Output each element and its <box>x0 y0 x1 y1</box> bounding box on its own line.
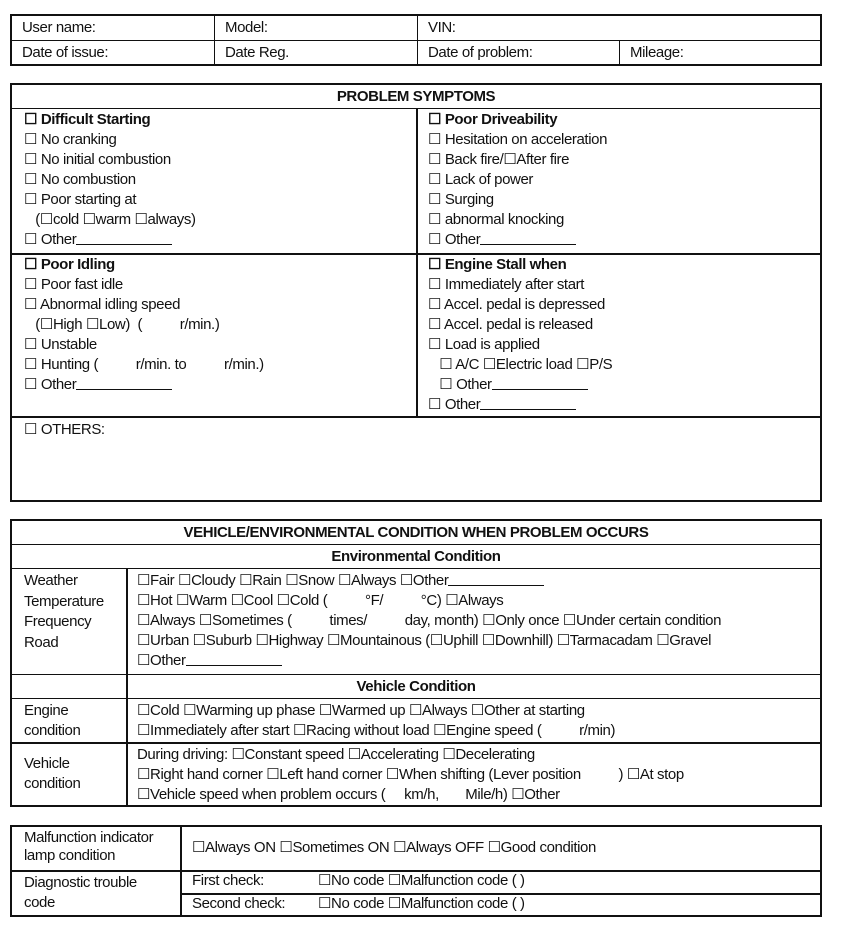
fill-in-blank[interactable] <box>448 571 545 586</box>
second-check-options[interactable]: ☐No code ☐Malfunction code ( ) <box>318 895 525 912</box>
mil-options[interactable]: ☐Always ON ☐Sometimes ON ☐Always OFF ☐Go… <box>192 839 596 856</box>
date-reg-field[interactable]: Date Reg. <box>214 40 417 65</box>
fill-in-blank[interactable] <box>185 651 282 666</box>
others-checkbox[interactable]: ☐ OTHERS: <box>24 421 105 438</box>
list-item[interactable]: ☐Hot ☐Warm ☐Cool ☐Cold ( °F/ °C) ☐Always <box>137 592 504 609</box>
list-item[interactable]: ☐ Other <box>428 395 612 415</box>
list-item[interactable]: ☐ Poor Idling <box>24 256 115 273</box>
vin-field[interactable]: VIN: <box>417 16 820 40</box>
list-item[interactable]: ☐ Difficult Starting <box>24 111 151 128</box>
list-item[interactable]: ☐Always ☐Sometimes ( times/ day, month) … <box>137 612 722 629</box>
vehicle-info-table: User name: Model: VIN: Date of issue: Da… <box>10 14 822 66</box>
list-item[interactable]: ☐ Abnormal idling speed <box>24 296 181 313</box>
list-item[interactable]: ☐ A/C ☐Electric load ☐P/S <box>428 356 613 373</box>
list-item[interactable]: ☐ Accel. pedal is released <box>428 316 593 333</box>
list-item: Malfunction indicator <box>24 829 154 846</box>
list-item: Temperature <box>24 592 104 610</box>
list-item[interactable]: ☐ Poor starting at <box>24 191 137 208</box>
list-item[interactable]: ☐ Unstable <box>24 336 97 353</box>
list-item[interactable]: ☐ Engine Stall when <box>428 256 567 273</box>
conditions-title: VEHICLE/ENVIRONMENTAL CONDITION WHEN PRO… <box>12 521 820 545</box>
list-item[interactable]: (☐High ☐Low) ( r/min.) <box>24 316 220 333</box>
engine-stall-list[interactable]: ☐ Engine Stall when ☐ Immediately after s… <box>428 255 613 415</box>
poor-driveability-list[interactable]: ☐ Poor Driveability ☐ Hesitation on accel… <box>428 110 607 250</box>
list-item: condition <box>24 722 81 739</box>
second-check-label: Second check: <box>192 895 286 912</box>
problem-symptoms-title: PROBLEM SYMPTOMS <box>12 85 820 109</box>
list-item[interactable]: ☐ Hunting ( r/min. to r/min.) <box>24 356 264 373</box>
list-item: Diagnostic trouble <box>24 874 137 891</box>
list-item[interactable]: ☐ Load is applied <box>428 336 540 353</box>
list-item[interactable]: ☐ Immediately after start <box>428 276 584 293</box>
list-item: condition <box>24 775 81 792</box>
fill-in-blank[interactable] <box>76 375 173 390</box>
list-item[interactable]: (☐cold ☐warm ☐always) <box>24 211 196 228</box>
list-item[interactable]: ☐ abnormal knocking <box>428 211 564 228</box>
fill-in-blank[interactable] <box>480 395 577 410</box>
fill-in-blank[interactable] <box>480 230 577 245</box>
list-item[interactable]: ☐ No initial combustion <box>24 151 171 168</box>
diagnostic-section: Malfunction indicator lamp condition ☐Alw… <box>10 825 822 917</box>
fill-in-blank[interactable] <box>76 230 173 245</box>
first-check-label: First check: <box>192 872 264 889</box>
list-item[interactable]: ☐ Other <box>428 230 607 250</box>
list-item[interactable]: ☐Cold ☐Warming up phase ☐Warmed up ☐Alwa… <box>137 702 585 719</box>
date-of-problem-field[interactable]: Date of problem: <box>417 40 619 65</box>
list-item[interactable]: ☐ No combustion <box>24 171 136 188</box>
list-item[interactable]: ☐ Lack of power <box>428 171 533 188</box>
vehicle-condition-options[interactable]: During driving: ☐Constant speed ☐Acceler… <box>137 745 684 805</box>
mil-label: Malfunction indicator lamp condition <box>24 829 154 865</box>
engine-condition-label: Engine condition <box>24 701 81 741</box>
list-item: lamp condition <box>24 847 116 864</box>
list-item[interactable]: ☐ Surging <box>428 191 494 208</box>
vehicle-condition-title: Vehicle Condition <box>12 674 820 699</box>
vehicle-environment-section: VEHICLE/ENVIRONMENTAL CONDITION WHEN PRO… <box>10 519 822 807</box>
list-item[interactable]: ☐ Hesitation on acceleration <box>428 131 608 148</box>
difficult-starting-list[interactable]: ☐ Difficult Starting ☐ No cranking ☐ No in… <box>24 110 196 250</box>
env-options[interactable]: ☐Fair ☐Cloudy ☐Rain ☐Snow ☐Always ☐Other… <box>137 571 721 671</box>
list-item[interactable]: ☐ Back fire/☐After fire <box>428 151 570 168</box>
user-name-field[interactable]: User name: <box>22 19 96 36</box>
list-item: Road <box>24 633 59 651</box>
list-item[interactable]: ☐ Other <box>428 375 612 395</box>
list-item: Weather <box>24 572 78 589</box>
list-item[interactable]: ☐ Accel. pedal is depressed <box>428 296 605 313</box>
list-item[interactable]: ☐Urban ☐Suburb ☐Highway ☐Mountainous (☐U… <box>137 632 712 649</box>
first-check-options[interactable]: ☐No code ☐Malfunction code ( ) <box>318 872 525 889</box>
mileage-field[interactable]: Mileage: <box>619 40 820 65</box>
list-item[interactable]: ☐Immediately after start ☐Racing without… <box>137 722 616 739</box>
engine-condition-options[interactable]: ☐Cold ☐Warming up phase ☐Warmed up ☐Alwa… <box>137 701 615 741</box>
model-field[interactable]: Model: <box>214 16 417 40</box>
dtc-label: Diagnostic trouble code <box>24 873 137 913</box>
list-item[interactable]: ☐ No cranking <box>24 131 117 148</box>
list-item[interactable]: ☐Right hand corner ☐Left hand corner ☐Wh… <box>137 766 684 783</box>
vehicle-condition-label: Vehicle condition <box>24 754 81 794</box>
environmental-condition-title: Environmental Condition <box>12 545 820 569</box>
list-item: Vehicle <box>24 755 70 772</box>
list-item[interactable]: ☐ Other <box>24 375 264 395</box>
list-item: code <box>24 894 55 911</box>
list-item[interactable]: ☐ Poor fast idle <box>24 276 123 293</box>
list-item[interactable]: ☐ Other <box>24 230 196 250</box>
date-of-issue-field[interactable]: Date of issue: <box>12 40 214 65</box>
list-item: Engine <box>24 702 69 719</box>
list-item[interactable]: ☐ Poor Driveability <box>428 111 558 128</box>
list-item[interactable]: ☐Other <box>137 651 721 671</box>
problem-symptoms-section: PROBLEM SYMPTOMS ☐ Difficult Starting ☐ N… <box>10 83 822 502</box>
list-item[interactable]: During driving: ☐Constant speed ☐Acceler… <box>137 746 535 763</box>
poor-idling-list[interactable]: ☐ Poor Idling ☐ Poor fast idle ☐ Abnormal … <box>24 255 264 395</box>
env-labels: Weather Temperature Frequency Road <box>24 571 104 653</box>
fill-in-blank[interactable] <box>491 375 588 390</box>
list-item: Frequency <box>24 613 92 630</box>
list-item[interactable]: ☐Vehicle speed when problem occurs ( km/… <box>137 786 560 803</box>
list-item[interactable]: ☐Fair ☐Cloudy ☐Rain ☐Snow ☐Always ☐Other <box>137 571 721 591</box>
